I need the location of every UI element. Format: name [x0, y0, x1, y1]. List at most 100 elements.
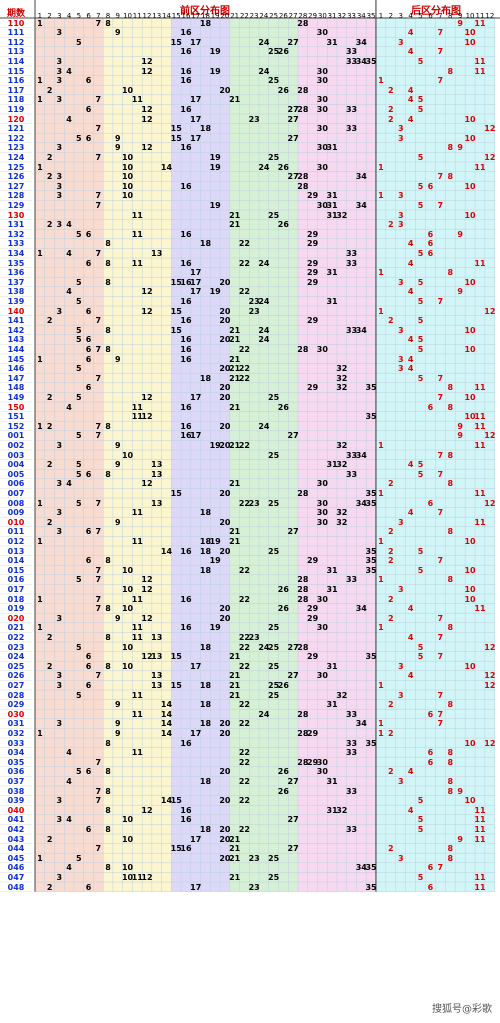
front-number: 19 [209, 440, 221, 450]
front-number: 5 [76, 767, 82, 777]
back-number: 5 [417, 815, 424, 825]
front-number: 31 [326, 805, 338, 815]
front-number: 4 [66, 748, 72, 758]
front-number: 9 [114, 460, 121, 470]
back-number: 11 [474, 815, 486, 825]
back-number: 8 [447, 757, 454, 767]
front-number: 16 [180, 546, 192, 556]
front-number: 1 [37, 623, 43, 633]
front-col-num: 12 [142, 12, 152, 20]
period-label: 015 [7, 565, 25, 575]
back-number: 8 [447, 844, 454, 854]
back-number: 5 [417, 460, 424, 470]
back-col-num: 1 [378, 12, 384, 20]
back-number: 3 [397, 584, 404, 594]
front-col-num: 19 [210, 12, 220, 20]
front-number: 20 [219, 719, 231, 729]
front-number: 29 [307, 728, 319, 738]
front-number: 30 [316, 623, 328, 633]
front-number: 34 [355, 498, 367, 508]
front-number: 33 [345, 124, 358, 134]
front-number: 16 [180, 258, 192, 268]
back-number: 5 [417, 95, 424, 105]
front-number: 19 [209, 200, 221, 210]
front-number: 16 [180, 76, 192, 86]
front-number: 21 [229, 652, 241, 662]
front-number: 4 [66, 220, 72, 230]
front-number: 2 [46, 834, 53, 844]
front-number: 21 [229, 690, 241, 700]
front-number: 30 [316, 28, 328, 38]
back-number: 5 [417, 344, 424, 354]
period-label: 131 [7, 220, 25, 230]
front-col-num: 20 [220, 12, 230, 20]
front-number: 28 [297, 757, 309, 767]
front-number: 28 [297, 488, 309, 498]
front-number: 9 [114, 143, 121, 153]
period-label: 037 [7, 776, 25, 786]
front-number: 28 [297, 104, 309, 114]
front-number: 14 [160, 719, 173, 729]
back-number: 8 [447, 479, 454, 489]
front-number: 26 [277, 162, 289, 172]
front-number: 2 [46, 632, 53, 642]
front-number: 28 [297, 575, 309, 585]
period-label: 016 [7, 575, 25, 585]
front-number: 21 [229, 834, 241, 844]
front-number: 25 [268, 498, 280, 508]
back-number: 10 [464, 114, 476, 124]
front-number: 3 [56, 76, 63, 86]
front-col-num: 7 [96, 12, 101, 20]
front-number: 19 [209, 556, 221, 566]
front-number: 16 [180, 594, 192, 604]
front-number: 26 [277, 786, 289, 796]
front-number: 18 [199, 824, 212, 834]
front-number: 24 [258, 258, 270, 268]
back-number: 11 [474, 66, 486, 76]
front-number: 6 [85, 383, 92, 393]
period-label: 039 [7, 796, 25, 806]
period-label: 145 [7, 354, 25, 364]
front-number: 7 [95, 95, 102, 105]
front-number: 1 [37, 354, 43, 364]
front-number: 1 [37, 76, 43, 86]
front-number: 20 [219, 613, 231, 623]
back-number: 11 [474, 824, 486, 834]
period-label: 003 [7, 450, 25, 460]
back-number: 8 [447, 575, 454, 585]
front-number: 20 [219, 796, 231, 806]
front-number: 35 [365, 738, 377, 748]
front-number: 16 [180, 296, 192, 306]
front-number: 35 [365, 546, 377, 556]
front-number: 7 [95, 191, 102, 201]
front-col-num: 15 [171, 12, 181, 20]
back-number: 5 [417, 248, 424, 258]
front-number: 5 [76, 469, 82, 479]
front-number: 21 [229, 527, 241, 537]
back-number: 5 [417, 277, 424, 287]
front-col-num: 22 [239, 12, 249, 20]
front-number: 21 [229, 853, 241, 863]
back-col-num: 12 [485, 12, 495, 20]
front-number: 31 [326, 584, 338, 594]
back-number: 7 [437, 392, 444, 402]
front-col-num: 1 [37, 12, 43, 20]
front-number: 3 [56, 527, 63, 537]
front-col-num: 31 [327, 12, 337, 20]
period-label: 138 [7, 287, 25, 297]
front-number: 11 [131, 594, 143, 604]
back-number: 10 [464, 412, 476, 422]
front-number: 12 [141, 872, 153, 882]
front-number: 30 [316, 767, 328, 777]
front-number: 12 [141, 104, 153, 114]
front-number: 33 [345, 824, 358, 834]
front-number: 34 [355, 172, 367, 182]
back-number: 12 [484, 738, 496, 748]
back-number: 10 [464, 133, 476, 143]
front-col-num: 34 [356, 12, 366, 20]
back-number: 6 [427, 757, 434, 767]
back-number: 7 [437, 200, 444, 210]
period-label: 133 [7, 239, 25, 249]
front-number: 1 [37, 18, 43, 28]
front-number: 17 [190, 728, 202, 738]
